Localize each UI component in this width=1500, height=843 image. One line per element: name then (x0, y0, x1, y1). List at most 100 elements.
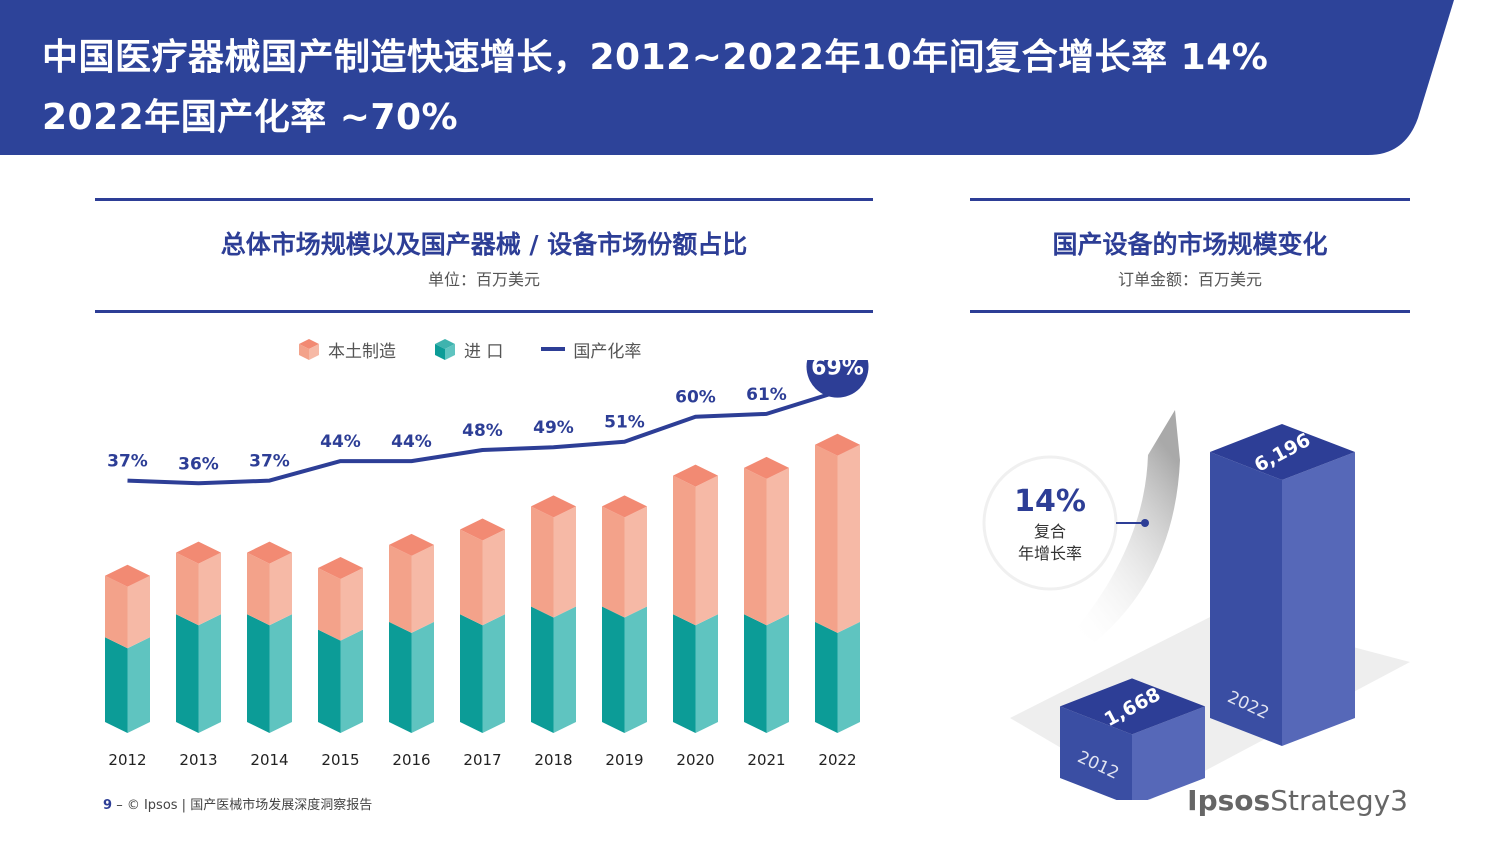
domestic-bar-right-face (269, 552, 292, 626)
left-panel-bottom-rule (95, 310, 873, 313)
import-bar-right-face (198, 614, 221, 733)
domestic-bar-left-face (673, 475, 696, 626)
growth-bar-right-face (1132, 706, 1205, 800)
domestic-bar-left-face (389, 544, 412, 633)
domestic-bar-top (460, 518, 505, 541)
import-bar-right-face (411, 621, 434, 733)
growth-bar-left-face (1060, 706, 1132, 800)
import-bar-left-face (318, 629, 341, 733)
domestic-bar-top (673, 464, 718, 487)
import-bar-right-face (482, 614, 505, 733)
import-bar-right-face (340, 629, 363, 733)
left-panel-title: 总体市场规模以及国产器械 / 设备市场份额占比 (220, 230, 748, 259)
x-tick-label: 2021 (747, 751, 785, 769)
x-tick-label: 2019 (605, 751, 643, 769)
domestic-bar-left-face (247, 552, 270, 626)
legend-import: 进 口 (434, 337, 503, 362)
localization-rate-line (127, 389, 839, 486)
import-bar-left-face (744, 614, 767, 733)
import-bar-left-face (460, 614, 483, 733)
domestic-bar-right-face (127, 575, 150, 649)
domestic-bar-right-face (624, 506, 647, 618)
header-banner: 中国医疗器械国产制造快速增长，2012~2022年10年间复合增长率 14% 2… (0, 0, 1500, 158)
growth-bar-right-face (1282, 452, 1355, 746)
domestic-bar-top (531, 495, 576, 518)
domestic-bar-top (318, 557, 363, 579)
import-cube-icon (435, 339, 455, 360)
legend-import-label: 进 口 (464, 341, 504, 362)
domestic-bar-right-face (411, 544, 434, 633)
domestic-cube-icon (299, 339, 319, 360)
footer: 9 – © Ipsos | 国产医械市场发展深度洞察报告 (103, 794, 372, 813)
right-panel-top-rule (970, 198, 1410, 201)
domestic-bar-right-face (482, 529, 505, 626)
domestic-bar-top (176, 541, 221, 564)
right-panel-bottom-rule (970, 310, 1410, 313)
left-panel-top-rule (95, 198, 873, 201)
x-tick-label: 2015 (321, 751, 359, 769)
domestic-bar-top (389, 533, 434, 556)
import-bar-right-face (127, 637, 150, 733)
import-bar-right-face (695, 614, 718, 733)
rate-label: 44% (320, 432, 361, 452)
rate-label: 48% (462, 421, 503, 441)
x-tick-label: 2013 (179, 751, 217, 769)
domestic-bar-right-face (695, 475, 718, 626)
import-bar-right-face (269, 614, 292, 733)
domestic-bar-left-face (176, 552, 199, 626)
domestic-bar-left-face (744, 467, 767, 626)
line-legend-icon (541, 347, 566, 351)
domestic-bar-top (105, 564, 150, 587)
cagr-connector-dot (1141, 519, 1149, 527)
legend-rate: 国产化率 (541, 337, 641, 362)
x-tick-label: 2018 (534, 751, 572, 769)
domestic-bar-left-face (318, 568, 341, 641)
x-tick-label: 2020 (676, 751, 714, 769)
growth-bar-top (1210, 424, 1355, 480)
legend-rate-label: 国产化率 (573, 341, 642, 362)
import-bar-left-face (105, 637, 128, 733)
import-bar-left-face (247, 614, 270, 733)
rate-label: 61% (746, 385, 787, 405)
domestic-bar-right-face (766, 467, 789, 626)
cagr-value: 14% (1014, 484, 1086, 519)
rate-label: 51% (604, 413, 645, 433)
x-tick-label: 2014 (250, 751, 288, 769)
rate-label: 37% (107, 452, 148, 472)
import-bar-right-face (553, 606, 576, 733)
import-bar-left-face (673, 614, 696, 733)
domestic-bar-left-face (531, 506, 554, 618)
right-panel-title: 国产设备的市场规模变化 (1052, 230, 1328, 259)
stacked-bar-chart: 2012 2013 2014 2015 2016 2017 2018 2019 2020 2021… (105, 360, 869, 769)
domestic-bar-top (247, 541, 292, 564)
domestic-bar-left-face (105, 575, 128, 649)
growth-bar-left-face (1210, 452, 1282, 746)
rate-highlight-circle (806, 360, 869, 398)
domestic-bar-top (744, 456, 789, 479)
legend-domestic-label: 本土制造 (328, 341, 396, 362)
rate-label: 36% (178, 454, 219, 474)
import-bar-left-face (176, 614, 199, 733)
rate-label-highlight: 69% (811, 360, 864, 381)
domestic-bar-left-face (815, 444, 838, 633)
import-bar-right-face (624, 606, 647, 733)
growth-bar-top (1060, 678, 1205, 735)
cagr-label-line1: 复合 (1034, 522, 1066, 541)
rate-label: 60% (675, 388, 716, 408)
domestic-bar-top (602, 495, 647, 518)
import-bar-right-face (766, 614, 789, 733)
domestic-bar-right-face (553, 506, 576, 618)
legend-domestic: 本土制造 (298, 337, 396, 362)
page-number: 9 (103, 798, 113, 813)
import-bar-left-face (602, 606, 625, 733)
domestic-bar-right-face (198, 552, 221, 626)
rate-label: 37% (249, 452, 290, 472)
x-tick-label: 2012 (108, 751, 146, 769)
footer-text: © Ipsos | 国产医械市场发展深度洞察报告 (126, 798, 373, 813)
domestic-bar-top (815, 433, 860, 456)
brand-logo: IpsosStrategy3 (1187, 784, 1408, 817)
import-bar-left-face (815, 621, 838, 733)
rate-label: 44% (391, 432, 432, 452)
x-tick-label: 2022 (818, 751, 856, 769)
